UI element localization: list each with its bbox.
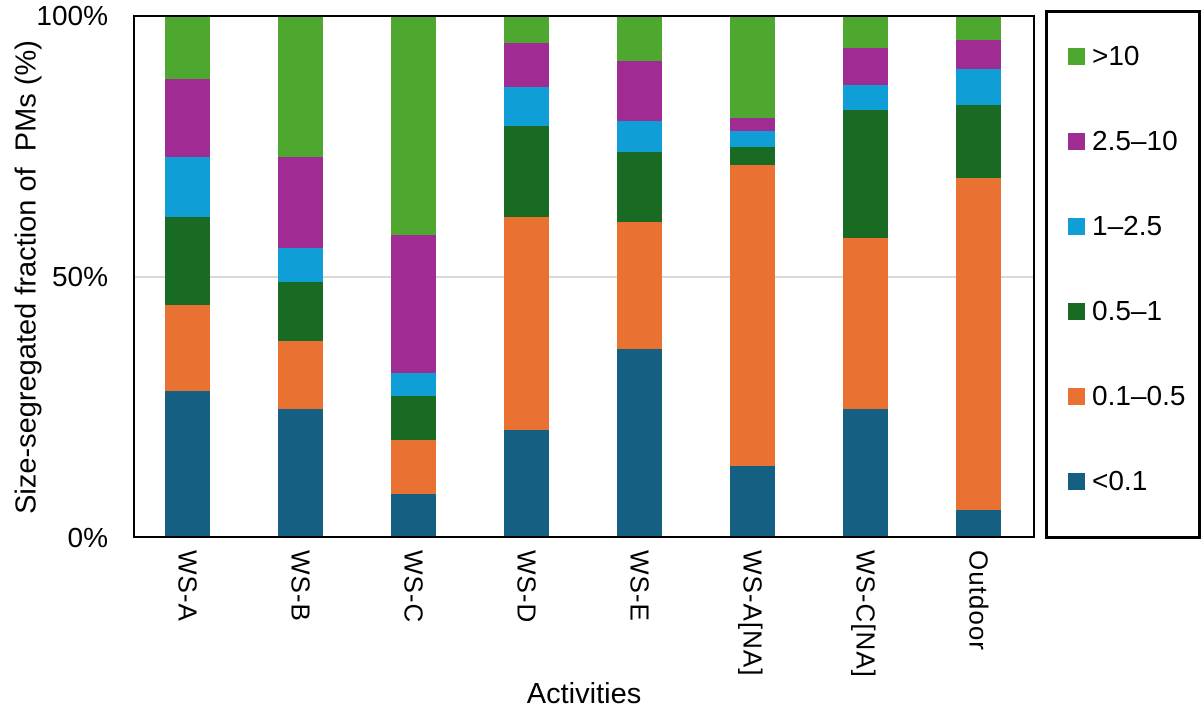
bar-segment-2.5–10	[391, 235, 436, 373]
legend-item-<0.1: <0.1	[1068, 466, 1194, 496]
bar-segment-0.5–1	[843, 110, 888, 238]
bar-segment-0.1–0.5	[956, 177, 1001, 511]
bar-WS-A[NA]	[730, 17, 775, 536]
bar-WS-E	[617, 17, 662, 536]
bar-segment-1–2.5	[617, 120, 662, 152]
bar-segment-2.5–10	[730, 118, 775, 132]
legend-label: 0.1–0.5	[1092, 380, 1186, 411]
legend-item-1–2.5: 1–2.5	[1068, 211, 1194, 241]
bar-segment->10	[391, 17, 436, 236]
legend-label: <0.1	[1092, 465, 1148, 496]
bar-segment->10	[617, 17, 662, 62]
bar-segment->10	[730, 17, 775, 119]
bar-segment-0.5–1	[730, 146, 775, 165]
y-tick-100: 100%	[36, 0, 108, 31]
bar-segment-<0.1	[278, 408, 323, 536]
legend-label: 0.5–1	[1092, 295, 1163, 326]
x-axis-title: Activities	[526, 678, 642, 710]
x-label-WS-D: WS-D	[511, 550, 542, 624]
bar-segment-0.1–0.5	[165, 305, 210, 391]
bar-segment-0.1–0.5	[730, 164, 775, 466]
bar-segment-0.5–1	[617, 151, 662, 223]
x-label-WS-B: WS-B	[285, 550, 316, 622]
legend-swatch	[1068, 132, 1085, 150]
x-label-Outdoor: Outdoor	[963, 550, 994, 651]
bar-segment-0.1–0.5	[504, 216, 549, 430]
x-label-WS-A[NA]: WS-A[NA]	[737, 550, 768, 677]
bar-segment->10	[278, 17, 323, 158]
bar-segment-1–2.5	[730, 131, 775, 147]
bar-segment-2.5–10	[165, 79, 210, 158]
bar-segment-<0.1	[730, 465, 775, 536]
gridline-50	[135, 275, 1033, 278]
bars-layer	[135, 17, 1033, 536]
bar-WS-D	[504, 17, 549, 536]
bar-segment->10	[843, 17, 888, 49]
legend-swatch	[1068, 472, 1085, 490]
bar-segment-0.5–1	[278, 281, 323, 342]
bar-segment-2.5–10	[956, 40, 1001, 69]
bar-segment->10	[165, 17, 210, 80]
legend-label: >10	[1092, 40, 1140, 71]
bar-WS-B	[278, 17, 323, 536]
bar-segment-0.1–0.5	[278, 341, 323, 409]
bar-segment-2.5–10	[278, 157, 323, 248]
bar-segment-<0.1	[391, 494, 436, 536]
bar-Outdoor	[956, 17, 1001, 536]
bar-segment-1–2.5	[391, 372, 436, 396]
legend-item-0.5–1: 0.5–1	[1068, 296, 1194, 326]
bar-segment-1–2.5	[843, 84, 888, 111]
bar-WS-C	[391, 17, 436, 536]
bar-segment-<0.1	[843, 408, 888, 536]
x-axis-labels: WS-A WS-B WS-C WS-D WS-E WS-A[NA] WS-C[NA] Outd…	[0, 550, 1203, 680]
bar-segment-2.5–10	[504, 42, 549, 88]
bar-segment-1–2.5	[956, 68, 1001, 106]
legend: >10 2.5–10 1–2.5 0.5–1 0.1–0.5 <0.1	[1045, 10, 1201, 539]
legend-swatch	[1068, 47, 1085, 65]
bar-segment-<0.1	[165, 390, 210, 536]
legend-label: 1–2.5	[1092, 210, 1163, 241]
x-label-WS-A: WS-A	[172, 550, 203, 622]
bar-segment-0.5–1	[504, 126, 549, 217]
x-label-WS-E: WS-E	[624, 550, 655, 622]
bar-segment->10	[956, 17, 1001, 41]
plot-area	[133, 15, 1035, 538]
y-tick-50: 50%	[51, 261, 108, 292]
bar-segment-1–2.5	[278, 247, 323, 282]
bar-segment-2.5–10	[843, 48, 888, 85]
bar-segment-1–2.5	[504, 87, 549, 127]
legend-swatch	[1068, 217, 1085, 235]
legend-swatch	[1068, 387, 1085, 405]
bar-segment-<0.1	[617, 349, 662, 536]
bar-WS-C[NA]	[843, 17, 888, 536]
bar-segment-0.1–0.5	[617, 222, 662, 350]
bar-segment->10	[504, 17, 549, 43]
bar-segment-0.1–0.5	[843, 237, 888, 409]
y-tick-0: 0%	[67, 522, 108, 553]
bar-segment-<0.1	[956, 510, 1001, 536]
bar-segment-0.5–1	[165, 216, 210, 306]
legend-label: 2.5–10	[1092, 125, 1178, 156]
bar-segment-2.5–10	[617, 61, 662, 121]
legend-item-0.1–0.5: 0.1–0.5	[1068, 381, 1194, 411]
x-label-WS-C: WS-C	[398, 550, 429, 624]
bar-segment-<0.1	[504, 429, 549, 536]
bar-segment-0.1–0.5	[391, 440, 436, 495]
legend-item->10: >10	[1068, 41, 1194, 71]
legend-item-2.5–10: 2.5–10	[1068, 126, 1194, 156]
bar-segment-0.5–1	[956, 105, 1001, 178]
x-label-WS-C[NA]: WS-C[NA]	[850, 550, 881, 678]
bar-WS-A	[165, 17, 210, 536]
bar-segment-0.5–1	[391, 395, 436, 440]
legend-swatch	[1068, 302, 1085, 320]
bar-segment-1–2.5	[165, 157, 210, 217]
